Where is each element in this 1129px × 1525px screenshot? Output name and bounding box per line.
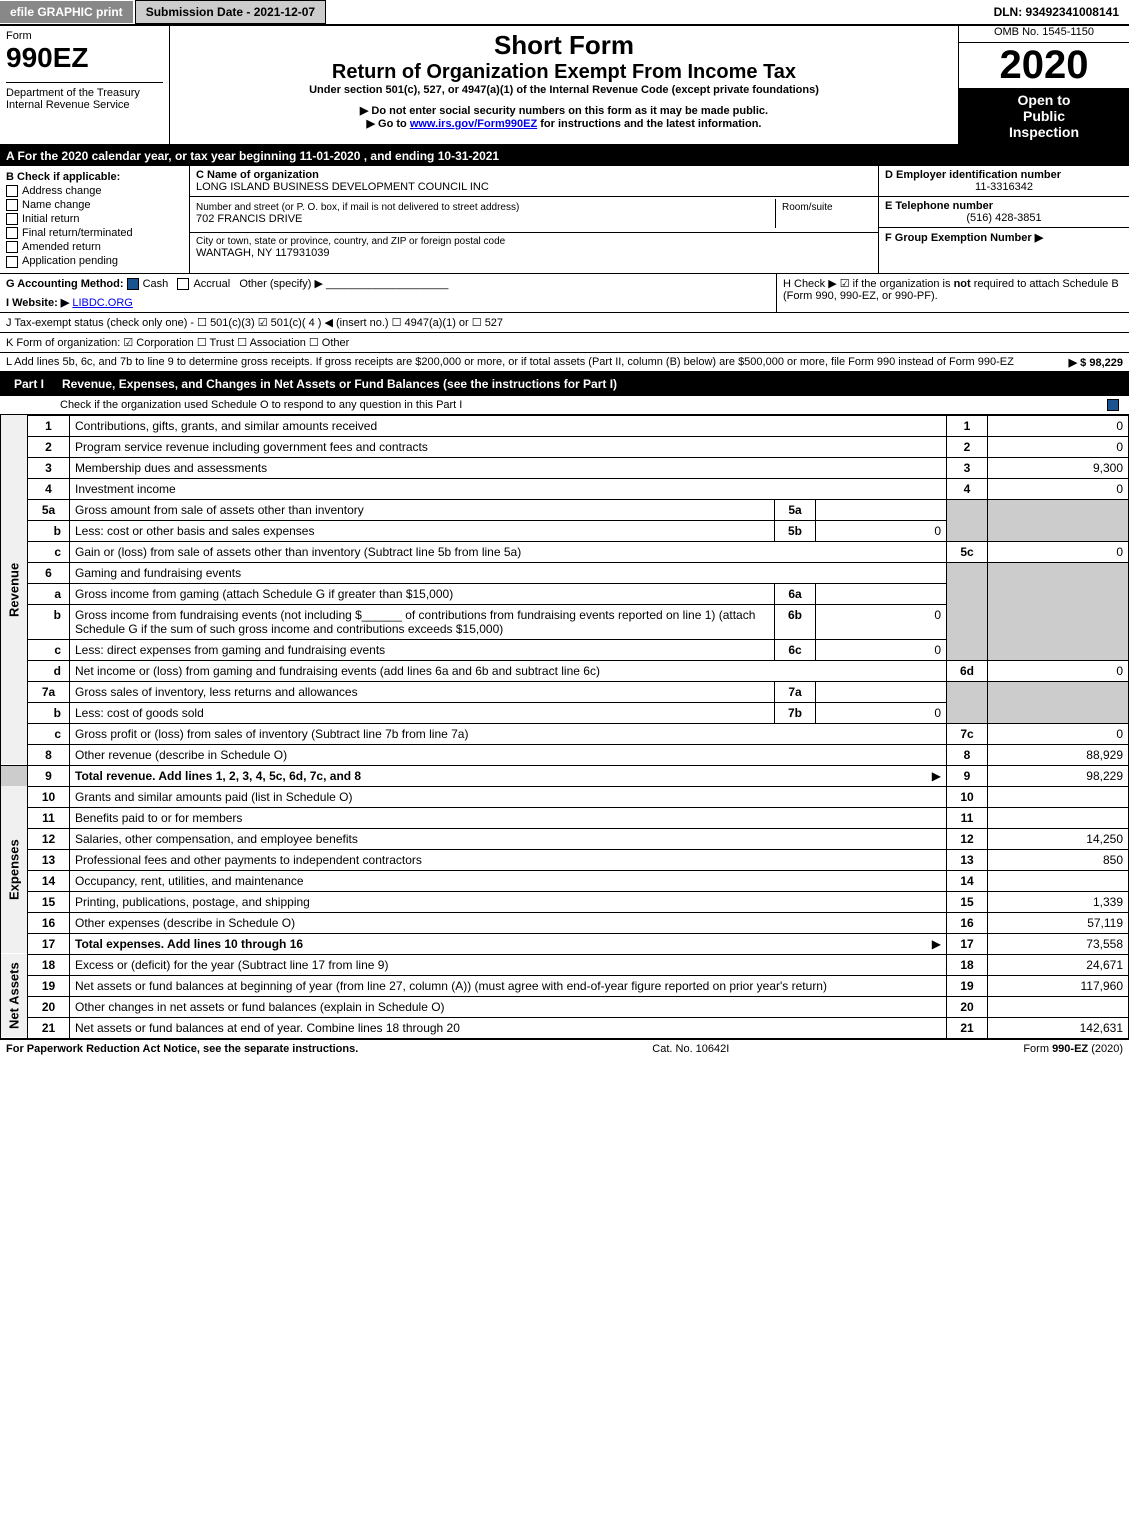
org-name: LONG ISLAND BUSINESS DEVELOPMENT COUNCIL… — [196, 181, 872, 193]
side-netassets: Net Assets — [1, 954, 28, 1038]
form-word: Form — [6, 30, 163, 42]
section-bcd: B Check if applicable: Address change Na… — [0, 166, 1129, 274]
top-bar: efile GRAPHIC print Submission Date - 20… — [0, 0, 1129, 26]
addr-label: Number and street (or P. O. box, if mail… — [196, 202, 769, 213]
footer-right: Form 990-EZ (2020) — [1023, 1043, 1123, 1055]
org-address: 702 FRANCIS DRIVE — [196, 213, 769, 225]
room-label: Room/suite — [782, 202, 872, 213]
section-def: D Employer identification number 11-3316… — [879, 166, 1129, 273]
dln: DLN: 93492341008141 — [984, 1, 1129, 23]
part-1-table: Revenue 1 Contributions, gifts, grants, … — [0, 415, 1129, 1039]
side-expenses: Expenses — [1, 786, 28, 954]
part-1-check: Check if the organization used Schedule … — [0, 396, 1129, 415]
footer-left: For Paperwork Reduction Act Notice, see … — [6, 1043, 358, 1055]
side-revenue: Revenue — [1, 415, 28, 765]
website-link[interactable]: LIBDC.ORG — [72, 297, 133, 309]
row-l: L Add lines 5b, 6c, and 7b to line 9 to … — [0, 353, 1129, 372]
ein-value: 11-3316342 — [885, 181, 1123, 193]
title-goto: ▶ Go to www.irs.gov/Form990EZ for instru… — [176, 117, 952, 130]
city-label: City or town, state or province, country… — [196, 236, 872, 247]
omb-number: OMB No. 1545-1150 — [959, 26, 1129, 43]
group-label: F Group Exemption Number ▶ — [885, 231, 1123, 244]
form-header: Form 990EZ Department of the Treasury In… — [0, 26, 1129, 146]
part-1-header: Part I Revenue, Expenses, and Changes in… — [0, 372, 1129, 396]
org-city: WANTAGH, NY 117931039 — [196, 247, 872, 259]
ein-label: D Employer identification number — [885, 169, 1123, 181]
title-ssn: ▶ Do not enter social security numbers o… — [176, 104, 952, 117]
page-footer: For Paperwork Reduction Act Notice, see … — [0, 1039, 1129, 1058]
form-number: 990EZ — [6, 42, 163, 74]
row-h: H Check ▶ ☑ if the organization is not r… — [776, 274, 1129, 312]
tel-value: (516) 428-3851 — [885, 212, 1123, 224]
row-k: K Form of organization: ☑ Corporation ☐ … — [0, 333, 1129, 353]
org-name-label: C Name of organization — [196, 169, 872, 181]
dept-line-2: Internal Revenue Service — [6, 99, 163, 111]
title-main: Return of Organization Exempt From Incom… — [176, 61, 952, 84]
submission-date: Submission Date - 2021-12-07 — [135, 0, 326, 24]
tel-label: E Telephone number — [885, 200, 1123, 212]
row-j: J Tax-exempt status (check only one) - ☐… — [0, 313, 1129, 333]
row-i-label: I Website: ▶ — [6, 297, 69, 309]
section-c: C Name of organization LONG ISLAND BUSIN… — [190, 166, 879, 273]
row-g: G Accounting Method: Cash Accrual Other … — [0, 274, 776, 312]
section-b: B Check if applicable: Address change Na… — [0, 166, 190, 273]
irs-link[interactable]: www.irs.gov/Form990EZ — [410, 118, 537, 130]
footer-mid: Cat. No. 10642I — [358, 1043, 1023, 1055]
title-under: Under section 501(c), 527, or 4947(a)(1)… — [176, 84, 952, 96]
row-a-period: A For the 2020 calendar year, or tax yea… — [0, 146, 1129, 166]
dept-line-1: Department of the Treasury — [6, 87, 163, 99]
open-public-box: Open to Public Inspection — [959, 88, 1129, 144]
tax-year: 2020 — [959, 43, 1129, 88]
efile-button[interactable]: efile GRAPHIC print — [0, 1, 133, 23]
title-short: Short Form — [176, 30, 952, 61]
